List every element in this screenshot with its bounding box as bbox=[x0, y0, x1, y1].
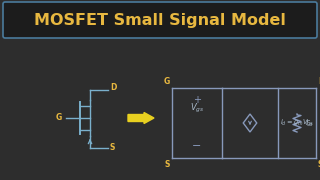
FancyBboxPatch shape bbox=[3, 2, 317, 38]
Text: S: S bbox=[110, 143, 116, 152]
Text: $r_o$: $r_o$ bbox=[305, 117, 314, 129]
Text: +: + bbox=[193, 95, 201, 105]
Text: S: S bbox=[318, 160, 320, 169]
Text: S: S bbox=[164, 160, 170, 169]
Text: G: G bbox=[164, 77, 170, 86]
FancyArrow shape bbox=[128, 112, 154, 123]
Text: D: D bbox=[110, 84, 116, 93]
Text: $i_d = g_m V_{gs}$: $i_d = g_m V_{gs}$ bbox=[280, 117, 314, 129]
Text: −: − bbox=[192, 141, 202, 151]
Text: D: D bbox=[318, 77, 320, 86]
Text: MOSFET Small Signal Model: MOSFET Small Signal Model bbox=[34, 12, 286, 28]
Text: G: G bbox=[56, 114, 62, 123]
Text: $V_{gs}$: $V_{gs}$ bbox=[190, 102, 204, 114]
